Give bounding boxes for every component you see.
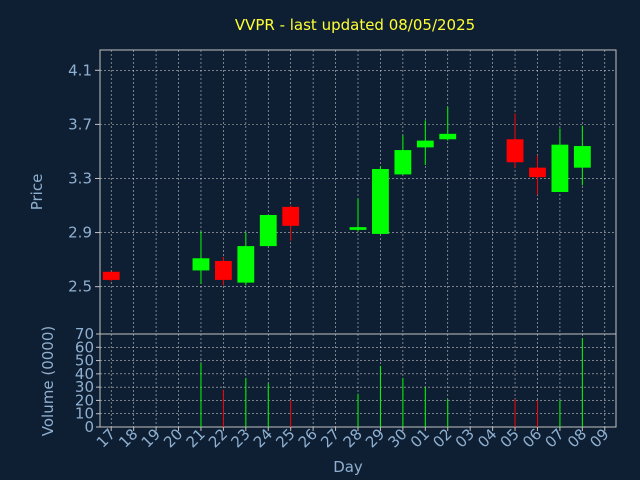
volume-tick-label: 40 bbox=[75, 365, 94, 383]
x-axis: 1718192021222324252627282930010203040506… bbox=[93, 425, 613, 451]
candle-body bbox=[102, 271, 120, 280]
volume-tick-label: 60 bbox=[75, 338, 94, 356]
candle bbox=[192, 231, 210, 284]
candle bbox=[214, 256, 232, 286]
candle-body bbox=[192, 258, 210, 271]
price-tick-label: 4.1 bbox=[68, 61, 92, 79]
candle-body bbox=[439, 133, 457, 140]
candle-body bbox=[529, 167, 546, 178]
candle-body bbox=[259, 214, 277, 247]
volume-tick-label: 70 bbox=[75, 325, 94, 343]
candle-body bbox=[416, 140, 434, 148]
candle-body bbox=[237, 246, 255, 283]
volume-tick-label: 0 bbox=[84, 418, 94, 436]
candle-body bbox=[551, 144, 569, 192]
candle bbox=[102, 271, 120, 282]
candle bbox=[551, 128, 569, 192]
price-tick-label: 3.3 bbox=[68, 169, 92, 187]
candle-body bbox=[214, 260, 232, 280]
price-tick-label: 2.5 bbox=[68, 278, 92, 296]
candle-body bbox=[372, 169, 389, 234]
candle-body bbox=[573, 146, 591, 168]
candle bbox=[416, 120, 434, 165]
candle bbox=[439, 106, 457, 141]
candle bbox=[259, 214, 277, 247]
candle bbox=[529, 155, 546, 195]
volume-tick-label: 30 bbox=[75, 378, 94, 396]
volume-axis-label: Volume (0000) bbox=[39, 326, 57, 436]
volume-tick-label: 10 bbox=[75, 405, 94, 423]
candle bbox=[394, 135, 412, 175]
x-axis-label: Day bbox=[333, 458, 363, 476]
candle bbox=[282, 205, 300, 241]
candle-body bbox=[506, 139, 524, 163]
candle-body bbox=[349, 227, 367, 230]
price-axis-label: Price bbox=[28, 174, 46, 211]
candle bbox=[573, 125, 591, 186]
candle bbox=[506, 113, 524, 168]
price-tick-label: 3.7 bbox=[68, 115, 92, 133]
price-panel: 4.1 3.7 3.3 2.9 2.5 bbox=[68, 49, 617, 335]
volume-tick-label: 50 bbox=[75, 352, 94, 370]
candle bbox=[372, 166, 389, 234]
candle bbox=[237, 232, 255, 286]
candle-body bbox=[282, 206, 300, 226]
candle-body bbox=[394, 150, 412, 175]
chart-title: VVPR - last updated 08/05/2025 bbox=[235, 16, 475, 34]
x-tick-label: 09 bbox=[586, 425, 612, 451]
candle bbox=[349, 198, 367, 232]
volume-tick-label: 20 bbox=[75, 391, 94, 409]
price-tick-label: 2.9 bbox=[68, 224, 92, 242]
